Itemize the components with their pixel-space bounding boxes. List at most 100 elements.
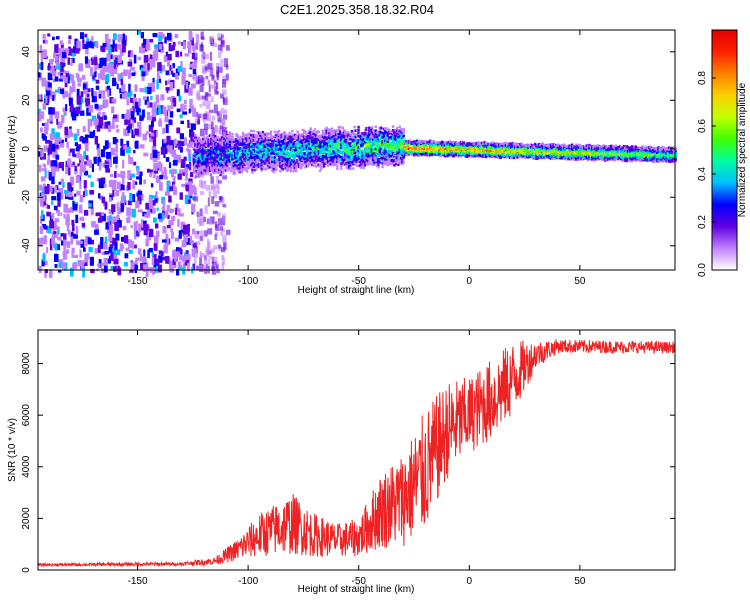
spectrogram-cell xyxy=(256,163,259,167)
spectrogram-cell xyxy=(57,236,62,241)
spectrogram-cell xyxy=(176,269,180,276)
spectrogram-cell xyxy=(169,145,173,155)
spectrogram-cell xyxy=(387,161,391,165)
spectrogram-cell xyxy=(313,160,316,163)
spectrogram-cell xyxy=(257,156,261,159)
spectrogram-cell xyxy=(300,138,303,142)
spectrogram-cell xyxy=(307,159,310,162)
spectrogram-cell xyxy=(272,150,275,154)
spectrogram-cell xyxy=(54,264,58,268)
spectrogram-cell xyxy=(275,153,278,157)
spectrogram-cell xyxy=(186,164,189,169)
spectrogram-cell xyxy=(251,151,254,155)
spectrogram-cell xyxy=(401,162,404,166)
spectrogram-cell xyxy=(177,208,181,217)
spectrogram-cell xyxy=(455,141,458,145)
spectrogram-cell xyxy=(419,146,423,149)
spectrogram-cell xyxy=(304,135,307,139)
spectrogram-cell xyxy=(287,147,290,150)
spectrogram-cell xyxy=(500,152,504,155)
spectrogram-cell xyxy=(370,130,374,134)
spectrogram-cell xyxy=(122,244,124,250)
spectrogram-cell xyxy=(279,147,282,150)
spectrogram-cell xyxy=(256,145,259,149)
spectrogram-cell xyxy=(208,142,212,146)
spectrogram-cell xyxy=(244,144,247,147)
spectrogram-cell xyxy=(378,140,381,143)
spectrogram-cell xyxy=(518,145,521,149)
spectrogram-cell xyxy=(223,149,226,152)
spectrogram-cell xyxy=(378,153,381,156)
spectrogram-cell xyxy=(368,134,371,138)
spectrogram-cell xyxy=(227,149,230,152)
spectrogram-cell xyxy=(188,44,192,54)
spectrogram-cell xyxy=(354,145,358,149)
spectrogram-cell xyxy=(297,163,301,166)
spectrogram-cell xyxy=(395,134,399,137)
spectrogram-cell xyxy=(352,151,355,155)
spectrogram-cell xyxy=(273,152,277,156)
spectrogram-cell xyxy=(146,39,150,47)
spectrogram-cell xyxy=(425,151,428,154)
spectrogram-cell xyxy=(150,183,154,188)
spectrogram-cell xyxy=(354,129,358,132)
spectrogram-cell xyxy=(447,147,450,150)
spectrogram-cell xyxy=(415,152,419,156)
spectrogram-cell xyxy=(403,143,407,147)
spectrogram-cell xyxy=(96,178,99,182)
spectrogram-cell xyxy=(332,132,335,136)
spectrogram-cell xyxy=(234,154,237,157)
spectrogram-cell xyxy=(292,158,295,161)
spectrogram-cell xyxy=(508,155,512,159)
spectrogram-cell xyxy=(281,139,285,143)
spectrogram-cell xyxy=(434,141,437,145)
spectrogram-cell xyxy=(431,150,435,153)
spectrogram-cell xyxy=(382,149,385,152)
spectrogram-cell xyxy=(169,208,175,213)
spectrogram-cell xyxy=(510,156,513,160)
spectrogram-cell xyxy=(318,159,322,162)
spectrogram-cell xyxy=(127,50,131,58)
spectrogram-cell xyxy=(460,142,464,145)
spectrogram-cell xyxy=(514,143,517,146)
spectrogram-cell xyxy=(255,162,258,165)
spectrogram-cell xyxy=(192,136,196,140)
spectrogram-cell xyxy=(193,74,198,82)
spectrogram-cell xyxy=(219,170,222,173)
spectrogram-cell xyxy=(269,130,273,133)
spectrogram-cell xyxy=(104,265,108,273)
spectrogram-cell xyxy=(299,166,302,169)
spectrogram-cell xyxy=(217,37,223,41)
spectrogram-cell xyxy=(305,159,308,163)
spectrogram-cell xyxy=(383,162,387,165)
spectrogram-cell xyxy=(340,134,343,137)
spectrogram-cell xyxy=(330,156,334,160)
spectrogram-cell xyxy=(169,140,174,147)
spectrogram-cell xyxy=(256,160,259,164)
spectrogram-cell xyxy=(295,153,298,157)
spectrogram-cell xyxy=(504,145,508,149)
spectrogram-cell xyxy=(334,142,338,145)
spectrogram-cell xyxy=(196,149,200,152)
spectrogram-cell xyxy=(346,134,350,138)
spectrogram-cell xyxy=(55,55,59,62)
spectrogram-cell xyxy=(463,145,466,149)
spectrogram-cell xyxy=(68,167,71,176)
spectrogram-cell xyxy=(350,153,354,156)
spectrogram-cell xyxy=(232,161,235,165)
spectrogram-cell xyxy=(155,130,158,138)
spectrogram-cell xyxy=(247,144,250,148)
spectrogram-cell xyxy=(234,166,237,169)
spectrogram-cell xyxy=(143,220,147,224)
spectrogram-cell xyxy=(291,150,294,153)
spectrogram-cell xyxy=(414,146,417,149)
spectrogram-cell xyxy=(433,140,436,143)
spectrogram-cell xyxy=(40,61,44,71)
spectrogram-cell xyxy=(239,153,242,156)
spectrogram-cell xyxy=(218,143,221,147)
spectrogram-cell xyxy=(283,144,286,148)
spectrogram-cell xyxy=(240,161,243,164)
spectrogram-cell xyxy=(322,148,326,151)
spectrogram-cell xyxy=(128,83,131,93)
spectrogram-cell xyxy=(382,156,385,159)
